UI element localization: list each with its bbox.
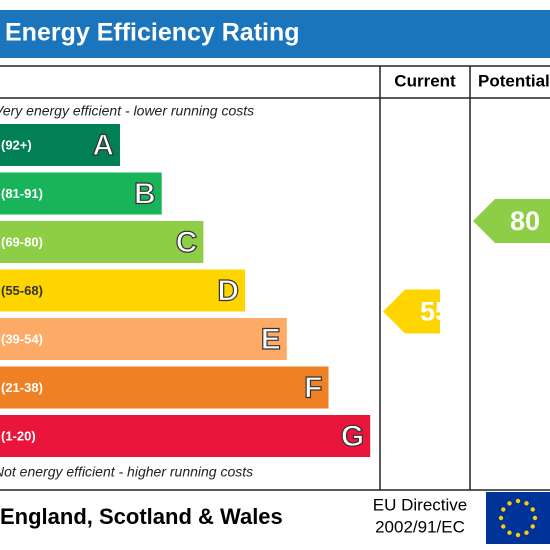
eu-star [515, 498, 521, 504]
eu-star [501, 507, 506, 512]
band-letter: G [341, 420, 364, 453]
band-letter: D [217, 274, 239, 307]
band-bar [0, 366, 329, 409]
rating-value: 55 [420, 297, 450, 327]
title: Energy Efficiency Rating [5, 19, 300, 47]
band-range: (39-54) [1, 331, 43, 346]
band-letter: F [304, 371, 322, 404]
bottom-note: Not energy efficient - higher running co… [0, 464, 253, 480]
top-note: Very energy efficient - lower running co… [0, 103, 254, 119]
band-bar [0, 318, 287, 360]
band-range: (81-91) [1, 186, 43, 201]
band-bar [0, 221, 204, 263]
band-bar [0, 124, 120, 166]
band-letter: B [134, 177, 156, 210]
column-header: Current [394, 71, 456, 90]
band-bar [0, 172, 162, 215]
band-range: (92+) [1, 137, 32, 152]
title-bar [0, 10, 550, 58]
eu-star [507, 501, 512, 506]
directive: 2002/91/EC [375, 517, 465, 536]
eu-star [530, 507, 535, 512]
eu-star [515, 532, 521, 538]
band-range: (55-68) [1, 283, 43, 298]
region: England, Scotland & Wales [0, 504, 283, 529]
band-letter: A [92, 129, 114, 162]
band-letter: E [261, 323, 281, 356]
eu-star [498, 515, 504, 521]
rating-arrow [383, 289, 440, 334]
eu-star [507, 530, 512, 535]
band-bar [0, 415, 371, 457]
rating-arrow [473, 199, 550, 243]
band-letter: C [176, 226, 198, 259]
directive: EU Directive [373, 495, 467, 514]
eu-star [501, 524, 506, 529]
band-range: (21-38) [1, 380, 43, 395]
band-bar [0, 269, 246, 312]
rating-value: 80 [510, 206, 540, 236]
eu-star [524, 501, 529, 506]
eu-stars [498, 498, 538, 538]
eu-star [532, 515, 538, 521]
eu-star [524, 530, 529, 535]
eu-star [530, 524, 535, 529]
column-header: Potential [478, 71, 550, 90]
band-range: (69-80) [1, 234, 43, 249]
band-range: (1-20) [1, 428, 36, 443]
